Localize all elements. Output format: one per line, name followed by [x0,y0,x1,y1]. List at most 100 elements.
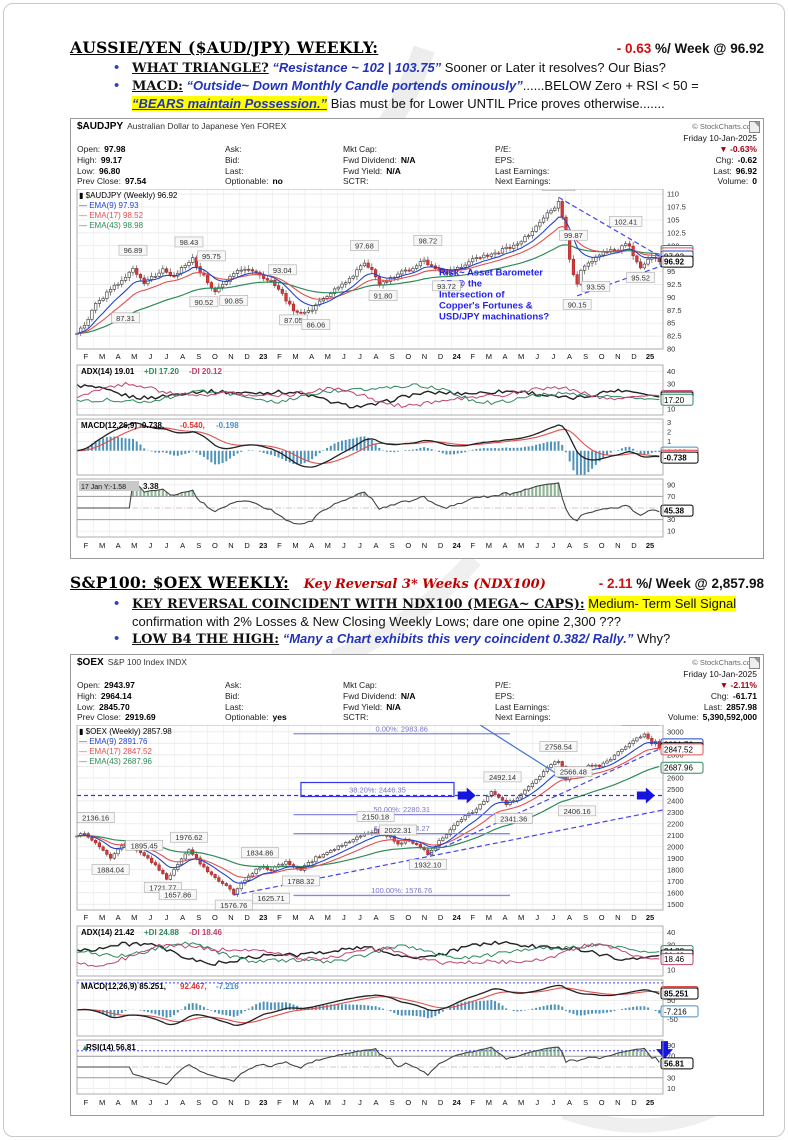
svg-text:J: J [551,352,555,361]
svg-text:102.5: 102.5 [667,228,686,237]
svg-text:87.5: 87.5 [667,306,682,315]
svg-text:A: A [116,1098,121,1107]
svg-text:M: M [518,913,524,922]
svg-text:O: O [599,352,605,361]
svg-text:S: S [583,541,588,550]
svg-text:N: N [422,541,427,550]
chart-date: Friday 10-Jan-2025 [683,133,757,144]
svg-text:23: 23 [259,913,267,922]
svg-text:45.38: 45.38 [664,507,685,516]
svg-text:10: 10 [667,404,675,413]
stockchart-oex: $OEX S&P 100 Index INDX © StockCharts.co… [70,654,764,1116]
svg-text:N: N [228,1098,233,1107]
svg-text:85.251: 85.251 [664,989,689,998]
svg-text:F: F [277,1098,282,1107]
svg-text:24: 24 [452,541,461,550]
svg-text:87.05: 87.05 [284,316,303,325]
svg-text:10: 10 [667,965,675,974]
svg-text:Risk~ Asset Barometer: Risk~ Asset Barometer [439,268,543,279]
svg-text:M: M [292,352,298,361]
svg-text:A: A [116,541,121,550]
svg-text:N: N [228,913,233,922]
svg-text:96.89: 96.89 [124,246,143,255]
svg-text:J: J [165,541,169,550]
svg-text:M: M [486,541,492,550]
svg-text:2: 2 [667,428,671,437]
svg-text:95: 95 [667,267,675,276]
svg-text:1895.45: 1895.45 [131,841,158,850]
svg-text:1932.10: 1932.10 [414,860,441,869]
svg-text:J: J [535,1098,539,1107]
svg-text:1900: 1900 [667,854,684,863]
svg-text:38.20%: 2446.35: 38.20%: 2446.35 [349,785,406,794]
stockchart-audjpy: $AUDJPY Australian Dollar to Japanese Ye… [70,118,764,559]
chart-credit: © StockCharts.com [692,122,757,132]
svg-text:1976.62: 1976.62 [175,833,202,842]
svg-text:N: N [615,352,620,361]
svg-text:1: 1 [667,437,671,446]
stats-row: High: 2964.14 Bid: Fwd Dividend: N/A EPS: Chg:… [77,691,757,702]
svg-text:O: O [405,541,411,550]
svg-text:M: M [325,1098,331,1107]
svg-text:J: J [149,1098,153,1107]
svg-text:J: J [165,913,169,922]
svg-text:87.31: 87.31 [116,314,135,323]
price-chart-svg: 8082.58587.59092.59597.5100102.5105107.5… [75,180,699,550]
svg-text:2687.96: 2687.96 [664,764,693,773]
chart-widget-icon [749,657,760,670]
svg-text:S: S [583,352,588,361]
svg-text:-7.216: -7.216 [664,1007,687,1016]
svg-text:90.15: 90.15 [568,300,587,309]
svg-text:2100: 2100 [667,831,684,840]
svg-text:O: O [405,1098,411,1107]
stats-row: High: 99.17 Bid: Fwd Dividend: N/A EPS: Chg: -0… [77,155,757,166]
svg-text:ADX(14) 19.01: ADX(14) 19.01 [81,367,135,376]
svg-text:A: A [502,541,507,550]
svg-text:F: F [84,541,89,550]
svg-text:D: D [244,352,250,361]
svg-text:N: N [615,1098,620,1107]
svg-text:1788.32: 1788.32 [287,877,314,886]
svg-text:30: 30 [667,515,675,524]
svg-text:25: 25 [646,541,654,550]
svg-text:95.52: 95.52 [631,274,650,283]
svg-text:25: 25 [646,352,654,361]
svg-text:50.00%: 2280.31: 50.00%: 2280.31 [373,805,430,814]
stats-row: Open: 97.98 Ask: Mkt Cap: P/E: ▼ -0.63% [77,144,757,155]
svg-text:90: 90 [667,480,675,489]
svg-text:M: M [518,541,524,550]
svg-text:A: A [374,1098,379,1107]
chart-widget-icon [749,121,760,134]
svg-text:F: F [84,1098,89,1107]
svg-text:30: 30 [667,379,675,388]
svg-text:MACD(12,26,9) 85.251,: MACD(12,26,9) 85.251, [81,982,166,991]
svg-text:O: O [599,1098,605,1107]
price-chart-svg: 1500 1600 1700 1800 1900 2000 2100 2200 2300 2400… [75,715,704,1107]
svg-text:97.68: 97.68 [355,242,374,251]
svg-text:30: 30 [667,1073,675,1082]
stats-row: Open: 2943.97 Ask: Mkt Cap: P/E: ▼ -2.11% [77,680,757,691]
svg-text:J: J [165,1098,169,1107]
svg-text:S: S [390,1098,395,1107]
section-subtitle-oex: Key Reversal 3* Weeks (NDX100) [303,576,546,592]
stats-row: Low: 96.80 Last: Fwd Yield: N/A Last Earnings… [77,165,757,176]
svg-text:M: M [486,1098,492,1107]
quote-stats: Open: 97.98 Ask: Mkt Cap: P/E: ▼ -0.63% High: 9… [77,144,757,187]
svg-text:-7.216: -7.216 [216,982,239,991]
svg-text:S: S [390,913,395,922]
svg-text:A: A [567,1098,572,1107]
svg-text:A: A [180,541,185,550]
chart-credit: © StockCharts.com [692,658,757,668]
svg-text:2847.52: 2847.52 [664,745,693,754]
svg-text:18.46: 18.46 [664,955,685,964]
svg-text:17 Jan Y:-1.58: 17 Jan Y:-1.58 [81,484,126,491]
svg-text:A: A [180,1098,185,1107]
svg-text:S: S [196,541,201,550]
svg-text:J: J [342,352,346,361]
svg-text:23: 23 [259,352,267,361]
svg-text:50: 50 [667,996,675,1005]
svg-text:A: A [374,913,379,922]
svg-text:99.87: 99.87 [564,231,583,240]
svg-text:O: O [599,913,605,922]
svg-text:O: O [212,913,218,922]
